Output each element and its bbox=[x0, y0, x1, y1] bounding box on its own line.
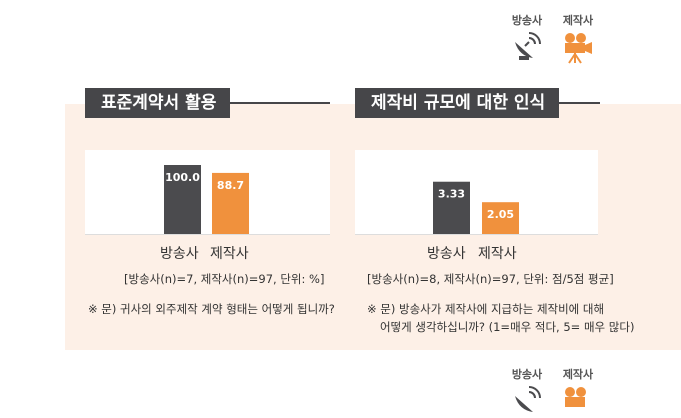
legend-broadcaster: 방송사 bbox=[505, 12, 549, 62]
chart-2-svg: 3.33 2.05 bbox=[355, 181, 598, 235]
chart-2-category-producer: 제작사 bbox=[478, 246, 517, 262]
chart-2-question-line-1: ※ 문) 방송사가 제작사에 지급하는 제작비에 대해 bbox=[367, 302, 605, 316]
chart-2-value-label-producer: 2.05 bbox=[487, 208, 514, 221]
chart-2-title: 제작비 규모에 대한 인식 bbox=[355, 88, 560, 118]
chart-2-bar-broadcaster bbox=[433, 181, 470, 235]
chart-1-value-label-broadcaster: 100.0 bbox=[165, 171, 200, 184]
legend-broadcaster-label: 방송사 bbox=[511, 14, 543, 27]
chart-1-note: [방송사(n)=7, 제작사(n)=97, 단위: %] bbox=[124, 272, 325, 286]
chart-1-title: 표준계약서 활용 bbox=[85, 88, 231, 118]
chart-2-value-label-broadcaster: 3.33 bbox=[438, 188, 465, 201]
chart-1-bar-broadcaster bbox=[164, 165, 201, 235]
chart-1-bar-producer bbox=[212, 172, 249, 235]
chart-2-question-line-2: 어떻게 생각하십니까? (1=매우 적다, 5= 매우 많다) bbox=[380, 320, 635, 334]
satellite-dish-icon bbox=[515, 386, 541, 412]
video-camera-icon bbox=[565, 33, 592, 64]
satellite-dish-icon bbox=[515, 32, 541, 60]
legend-broadcaster-bottom: 방송사 bbox=[505, 366, 549, 416]
chart-1-svg: 100.0 88.7 bbox=[85, 165, 330, 235]
chart-1-plot: 100.0 88.7 bbox=[85, 150, 330, 235]
legend-broadcaster-bottom-label: 방송사 bbox=[511, 368, 543, 381]
chart-2-plot: 3.33 2.05 bbox=[355, 150, 598, 235]
chart-2-category-broadcaster: 방송사 bbox=[427, 246, 466, 262]
chart-2-note: [방송사(n)=8, 제작사(n)=97, 단위: 점/5점 평균] bbox=[367, 272, 614, 286]
chart-1-question: ※ 문) 귀사의 외주제작 계약 형태는 어떻게 됩니까? bbox=[88, 302, 335, 316]
legend-producer-bottom-label: 제작사 bbox=[562, 368, 594, 381]
legend-producer-bottom: 제작사 bbox=[556, 366, 600, 418]
chart-1-category-broadcaster: 방송사 bbox=[160, 246, 199, 262]
legend-producer-label: 제작사 bbox=[562, 14, 594, 27]
video-camera-icon bbox=[565, 387, 586, 407]
chart-1-value-label-producer: 88.7 bbox=[217, 179, 244, 192]
chart-2-bar-producer bbox=[482, 202, 519, 235]
legend-producer: 제작사 bbox=[556, 12, 600, 64]
chart-1-category-producer: 제작사 bbox=[210, 246, 249, 262]
